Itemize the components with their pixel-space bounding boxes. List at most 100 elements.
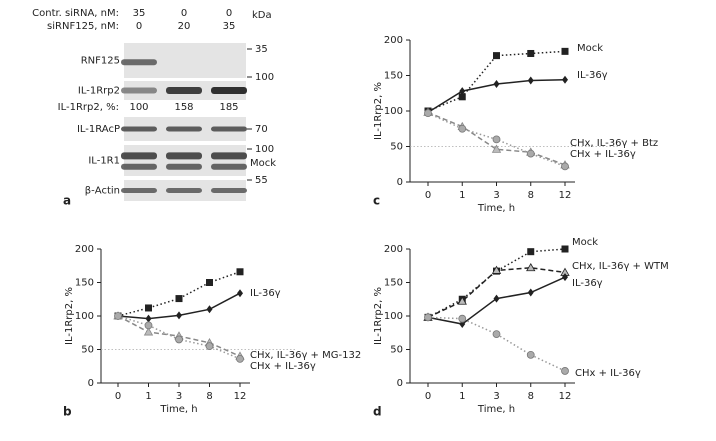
quant-value: 185: [219, 102, 238, 113]
blot-band: [166, 188, 202, 193]
quant-value: 100: [129, 102, 148, 113]
point: [459, 87, 466, 96]
y-tick-label: 0: [397, 177, 403, 188]
y-tick-label: 100: [75, 311, 94, 322]
point: [424, 313, 432, 322]
blot-band: [121, 59, 157, 66]
x-tick-label: 1: [145, 391, 151, 402]
point: [561, 367, 569, 375]
x-tick-label: 3: [493, 190, 499, 201]
blot-row-label: β-Actin: [85, 186, 120, 197]
series-line: [427, 111, 566, 166]
point: [527, 288, 534, 297]
panel-label: d: [373, 405, 382, 419]
blot-band: [121, 152, 157, 160]
point: [205, 342, 214, 351]
y-tick-label: 150: [384, 278, 403, 289]
point: [493, 80, 500, 89]
point: [236, 354, 244, 363]
point: [145, 314, 152, 323]
marker-label: 70: [255, 124, 268, 135]
point: [424, 109, 432, 118]
blot-header-label: siRNF125, nM:: [47, 21, 119, 32]
point: [561, 245, 569, 253]
series-line: [427, 50, 566, 112]
point: [236, 268, 244, 276]
blot-header-value: 20: [178, 21, 191, 32]
point: [493, 52, 500, 60]
point: [527, 76, 534, 85]
series-label: Mock: [577, 43, 603, 54]
blot-band: [121, 163, 157, 170]
point: [145, 304, 152, 312]
x-tick-label: 1: [459, 391, 465, 402]
blot-header-label: Contr. siRNA, nM:: [32, 8, 119, 19]
point: [144, 321, 153, 330]
series-label: CHx, IL-36γ + Btz: [570, 138, 658, 149]
blot-band: [166, 163, 202, 170]
point: [206, 305, 213, 314]
panel-label: b: [63, 405, 72, 419]
quant-label: IL-1Rrp2, %:: [58, 102, 119, 113]
blot-header-value: 0: [226, 8, 232, 19]
blot-header-value: 0: [136, 21, 142, 32]
blot-band: [166, 87, 202, 94]
x-tick-label: 8: [206, 391, 212, 402]
x-tick-label: 3: [176, 391, 182, 402]
point: [237, 289, 243, 298]
y-tick-label: 200: [75, 244, 94, 255]
x-tick-label: 1: [459, 190, 465, 201]
point: [491, 144, 502, 153]
y-tick-label: 200: [384, 244, 403, 255]
blot-band: [211, 87, 247, 94]
y-tick-label: 100: [384, 311, 403, 322]
blot-header-value: 0: [181, 8, 187, 19]
x-tick-label: 0: [425, 391, 431, 402]
blot-band: [121, 87, 157, 94]
y-axis-label: IL-1Rrp2, %: [373, 82, 384, 140]
point: [492, 330, 501, 338]
series-label: IL-36γ: [577, 70, 608, 81]
point: [458, 124, 467, 133]
y-axis-label: IL-1Rrp2, %: [64, 287, 75, 345]
blot-band: [121, 126, 157, 132]
point: [175, 335, 183, 344]
marker-label: 55: [255, 175, 268, 186]
x-tick-label: 8: [528, 391, 534, 402]
point: [526, 262, 536, 272]
point: [526, 149, 535, 158]
point: [458, 314, 467, 323]
x-tick-label: 12: [559, 391, 572, 402]
panel-label: c: [373, 194, 380, 208]
blot-band: [166, 152, 202, 160]
x-axis-label: Time, h: [159, 404, 197, 415]
series-line: [427, 316, 566, 372]
point: [206, 279, 213, 286]
marker-label: 100: [255, 72, 274, 83]
blot-band: [211, 163, 247, 170]
series-label: Mock: [572, 237, 598, 248]
blot-row-label: RNF125: [81, 56, 120, 67]
blot-header-value: 35: [133, 8, 146, 19]
point: [561, 47, 569, 55]
y-tick-label: 0: [88, 378, 94, 389]
blot-strip: [124, 145, 246, 176]
series-label: IL-36γ: [572, 278, 603, 289]
panel-label: a: [63, 194, 71, 208]
series-line: [427, 112, 566, 168]
series-label: CHx, IL-36γ + MG-132: [250, 350, 361, 361]
y-tick-label: 150: [75, 278, 94, 289]
point: [562, 75, 568, 84]
series-label: CHx, IL-36γ + WTM: [572, 261, 669, 272]
series-label: IL-36γ: [250, 288, 281, 299]
point: [492, 135, 501, 144]
series-label: CHx + IL-36γ: [570, 149, 636, 160]
y-tick-label: 0: [397, 378, 403, 389]
blot-header-value: 35: [223, 21, 236, 32]
x-tick-label: 8: [528, 190, 534, 201]
point: [176, 311, 182, 320]
y-axis-label: IL-1Rrp2, %: [373, 287, 384, 345]
point: [175, 295, 183, 303]
series-label: CHx + IL-36γ: [575, 368, 641, 379]
